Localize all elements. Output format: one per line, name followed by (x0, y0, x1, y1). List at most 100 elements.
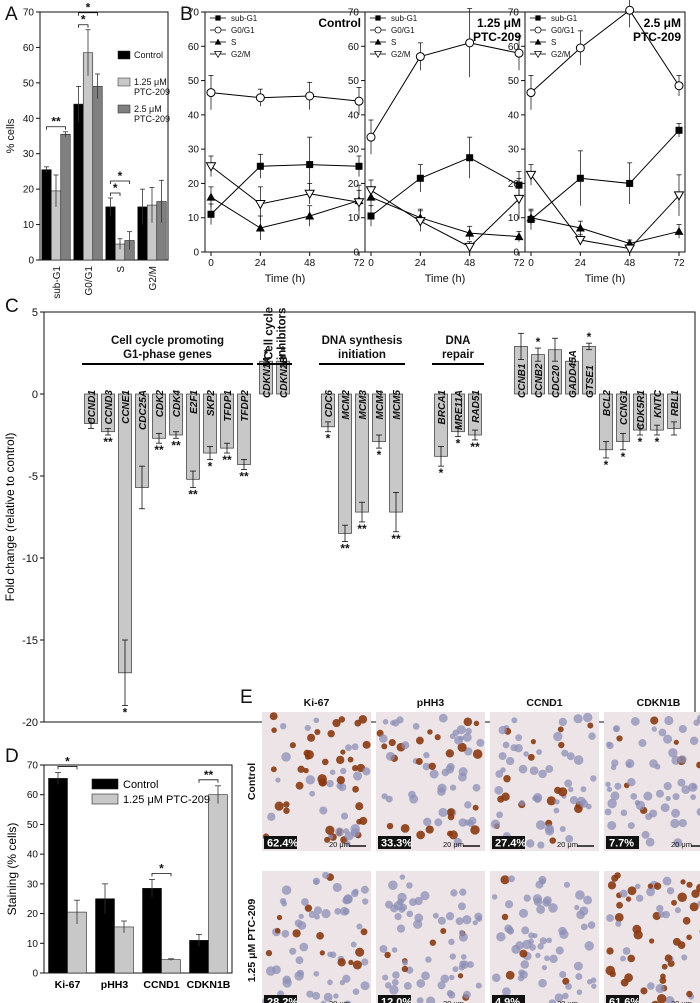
gene-label: CDK2 (155, 390, 166, 418)
negative-nucleus (697, 900, 700, 907)
bar (118, 393, 132, 674)
negative-nucleus (668, 748, 678, 758)
negative-nucleus (663, 734, 673, 744)
negative-nucleus (514, 743, 523, 753)
positive-nucleus (557, 787, 568, 797)
positive-nucleus (317, 774, 327, 784)
negative-nucleus (452, 966, 459, 973)
positive-nucleus (671, 899, 677, 906)
negative-nucleus (313, 717, 320, 724)
positive-nucleus (400, 823, 410, 833)
negative-nucleus (449, 784, 457, 791)
x-tick-label: pHH3 (101, 979, 129, 991)
micrograph: 28.2% 20 μm (262, 871, 371, 1003)
significance-bracket (151, 873, 172, 877)
marker-circle (255, 93, 265, 103)
negative-nucleus (671, 755, 681, 765)
gene-label: GTSE1 (585, 365, 596, 398)
negative-nucleus (282, 975, 291, 985)
negative-nucleus (350, 941, 357, 948)
negative-nucleus (344, 840, 351, 847)
positive-nucleus (457, 973, 464, 979)
positive-nucleus (319, 950, 325, 956)
y-tick-label: 10 (508, 213, 520, 224)
negative-nucleus (339, 906, 349, 916)
column-title: CCND1 (526, 697, 562, 709)
positive-nucleus (627, 886, 637, 896)
negative-nucleus (604, 808, 612, 816)
negative-nucleus (391, 947, 398, 953)
positive-nucleus (358, 715, 368, 724)
group-title: G1-phase genes (123, 349, 212, 361)
positive-nucleus (519, 949, 528, 958)
negative-nucleus (502, 987, 511, 996)
gene-label: CDK5R1 (636, 390, 647, 430)
negative-nucleus (555, 946, 564, 955)
negative-nucleus (382, 719, 389, 725)
significance-marker: ** (188, 487, 198, 501)
series-line (530, 9, 680, 93)
marker-triangle-up (465, 228, 475, 237)
positive-nucleus (332, 718, 341, 728)
negative-nucleus (627, 777, 636, 787)
series-line (370, 157, 520, 217)
percent-label: 62.4% (267, 838, 298, 850)
negative-nucleus (455, 917, 464, 926)
negative-nucleus (280, 723, 287, 730)
x-tick-label: G2/M (148, 266, 159, 290)
group-title: repair (442, 349, 474, 361)
gene-label: CDC20 (551, 365, 562, 398)
significance-marker: ** (204, 768, 214, 782)
negative-nucleus (538, 769, 547, 779)
negative-nucleus (606, 741, 614, 750)
positive-nucleus (292, 929, 301, 938)
negative-nucleus (322, 871, 330, 879)
negative-nucleus (553, 731, 563, 742)
positive-nucleus (283, 807, 290, 814)
marker-square (207, 210, 215, 218)
significance-marker: * (536, 335, 541, 349)
negative-nucleus (539, 878, 546, 885)
negative-nucleus (579, 799, 588, 808)
y-tick-label: 20 (23, 185, 35, 196)
positive-nucleus (457, 742, 467, 752)
y-tick-label: 0 (353, 248, 359, 259)
y-tick-label: 70 (348, 8, 360, 19)
negative-nucleus (696, 807, 700, 816)
negative-nucleus (312, 991, 321, 1000)
marker-triangle-up (214, 38, 222, 45)
legend-label: sub-G1 (231, 14, 258, 23)
x-tick-label: 48 (624, 258, 636, 269)
negative-nucleus (423, 817, 432, 827)
negative-nucleus (281, 929, 290, 938)
group-title: Cell cycle (264, 307, 276, 360)
positive-nucleus (549, 837, 557, 844)
significance-marker: * (655, 435, 660, 449)
marker-circle (366, 132, 376, 142)
negative-nucleus (630, 792, 638, 800)
positive-nucleus (401, 965, 409, 973)
column-title: CDKN1B (637, 697, 681, 709)
negative-nucleus (351, 889, 359, 898)
marker-circle (674, 81, 684, 91)
micrograph: 62.4% 20 μm (262, 712, 371, 851)
y-tick-label: 50 (508, 76, 520, 87)
bar (114, 926, 134, 974)
positive-nucleus (305, 754, 311, 760)
micrograph: 27.4% 20 μm (490, 712, 599, 851)
legend-label: G0/G1 (391, 26, 415, 35)
y-tick-label: 10 (188, 213, 200, 224)
gene-label: BCL2 (602, 390, 613, 417)
positive-nucleus (295, 781, 304, 790)
x-axis-label: Time (h) (585, 273, 626, 285)
negative-nucleus (321, 909, 331, 919)
negative-nucleus (506, 926, 514, 934)
y-tick-label: 40 (23, 114, 35, 125)
x-tick-label: 0 (368, 258, 374, 269)
negative-nucleus (388, 880, 398, 890)
x-tick-label: Ki-67 (55, 979, 81, 991)
legend-label: S (551, 38, 556, 47)
marker-triangle-down (254, 200, 266, 210)
y-tick-label: 70 (27, 761, 39, 772)
